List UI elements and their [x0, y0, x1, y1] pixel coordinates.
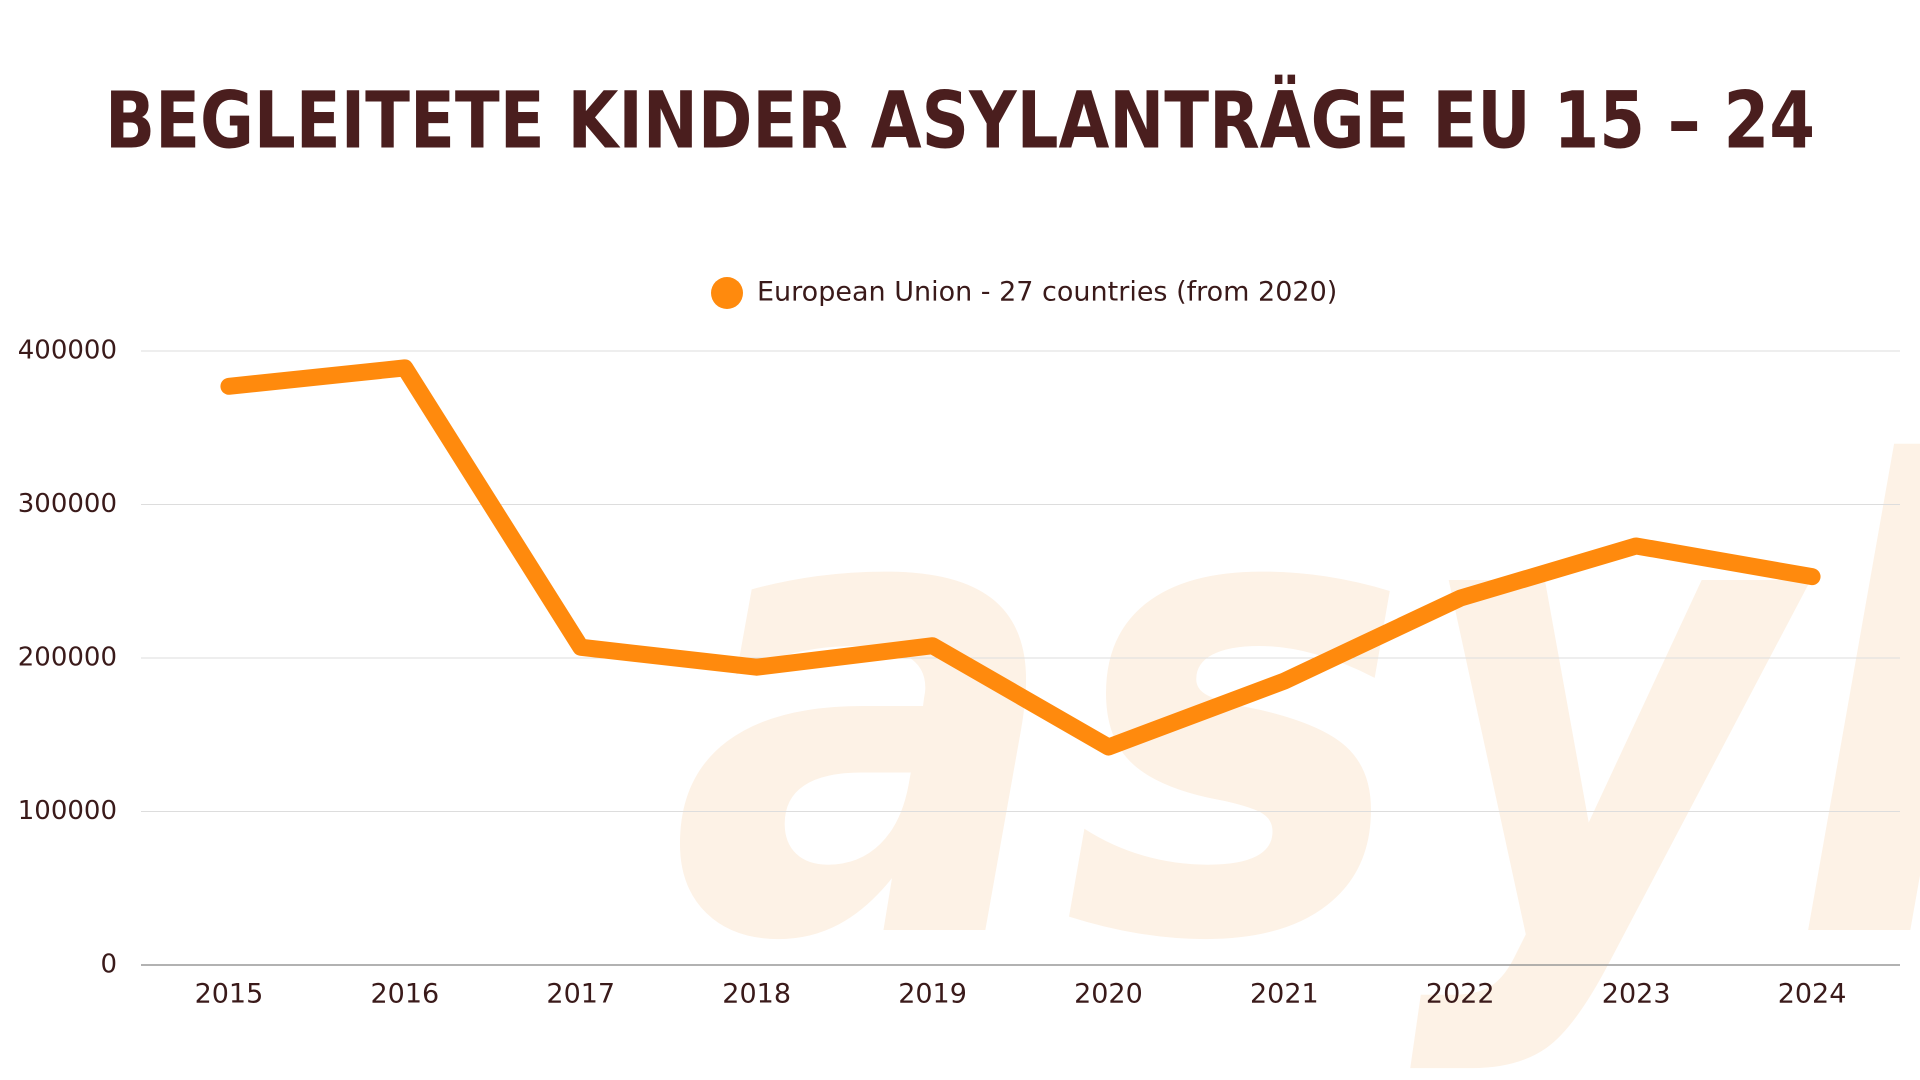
x-tick-label: 2024 — [1778, 979, 1847, 1010]
y-tick-label: 0 — [100, 950, 117, 980]
x-tick-label: 2019 — [898, 979, 967, 1010]
y-tick-label: 400000 — [18, 336, 117, 366]
y-tick-label: 300000 — [18, 489, 117, 519]
x-tick-label: 2018 — [722, 979, 791, 1010]
chart-title: BEGLEITETE KINDER ASYLANTRÄGE EU 15 – 24 — [105, 74, 1815, 166]
legend-marker — [711, 277, 743, 309]
legend-label: European Union - 27 countries (from 2020… — [757, 277, 1337, 308]
series-line — [220, 359, 1821, 756]
x-tick-label: 2020 — [1074, 979, 1143, 1010]
x-tick-label: 2022 — [1426, 979, 1495, 1010]
x-tick-label: 2017 — [546, 979, 615, 1010]
y-tick-label: 200000 — [18, 643, 117, 673]
x-tick-label: 2021 — [1250, 979, 1319, 1010]
watermark: asyl — [670, 336, 1920, 1080]
x-tick-label: 2023 — [1602, 979, 1671, 1010]
y-tick-label: 100000 — [18, 796, 117, 826]
x-tick-label: 2015 — [195, 979, 264, 1010]
x-tick-label: 2016 — [370, 979, 439, 1010]
